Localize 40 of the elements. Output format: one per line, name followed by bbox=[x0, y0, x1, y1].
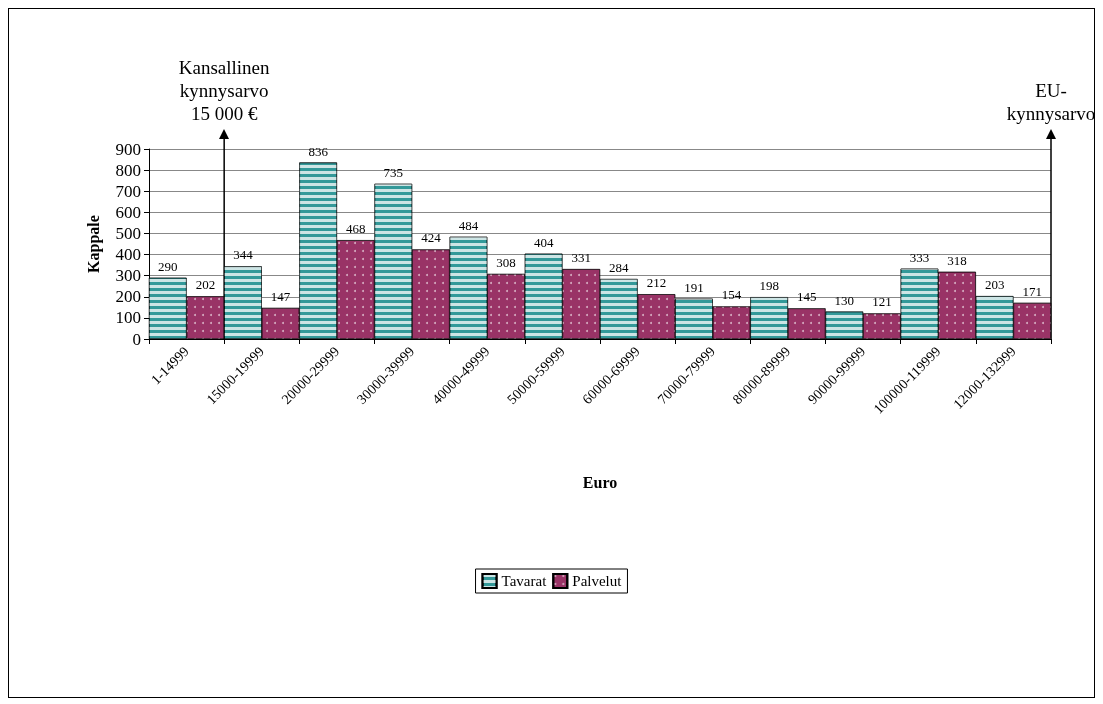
y-tick-label: 500 bbox=[115, 223, 141, 243]
y-tick-label: 100 bbox=[115, 308, 141, 328]
y-tick-label: 200 bbox=[115, 287, 141, 307]
data-label: 171 bbox=[1022, 283, 1042, 299]
data-label: 290 bbox=[158, 258, 178, 274]
legend-label: Palvelut bbox=[572, 573, 623, 589]
legend-label: Tavarat bbox=[501, 573, 548, 589]
data-label: 424 bbox=[421, 230, 442, 246]
ref-line-label: Kansallinen kynnysarvo 15 000 € bbox=[178, 57, 271, 124]
data-label: 284 bbox=[609, 260, 630, 276]
data-label: 202 bbox=[195, 277, 216, 293]
data-label: 308 bbox=[496, 254, 516, 270]
y-tick-label: 800 bbox=[115, 160, 141, 180]
data-label: 344 bbox=[233, 247, 254, 263]
data-label: 484 bbox=[458, 217, 479, 233]
data-label: 145 bbox=[796, 289, 817, 305]
y-tick-label: 600 bbox=[115, 202, 141, 222]
data-label: 404 bbox=[533, 234, 554, 250]
ref-line-label: EU- kynnysarvo bbox=[1006, 80, 1096, 124]
data-label: 212 bbox=[646, 275, 667, 291]
data-label: 121 bbox=[872, 294, 892, 310]
data-label: 468 bbox=[345, 221, 366, 237]
data-label: 147 bbox=[270, 288, 291, 304]
data-label: 154 bbox=[721, 287, 742, 303]
data-label: 836 bbox=[308, 143, 329, 159]
data-label: 191 bbox=[684, 279, 704, 295]
y-tick-label: 400 bbox=[115, 245, 141, 265]
data-label: 318 bbox=[947, 252, 967, 268]
data-label: 130 bbox=[834, 292, 855, 308]
y-tick-label: 900 bbox=[115, 139, 141, 159]
data-label: 203 bbox=[984, 277, 1005, 293]
data-label: 735 bbox=[383, 164, 404, 180]
data-label: 333 bbox=[909, 249, 930, 265]
y-axis-title: Kappale bbox=[84, 215, 103, 273]
data-label: 331 bbox=[571, 250, 591, 266]
data-label: 198 bbox=[759, 278, 779, 294]
y-tick-label: 0 bbox=[132, 329, 141, 349]
y-tick-label: 700 bbox=[115, 181, 141, 201]
y-tick-label: 300 bbox=[115, 266, 141, 286]
x-axis-title: Euro bbox=[582, 473, 618, 491]
